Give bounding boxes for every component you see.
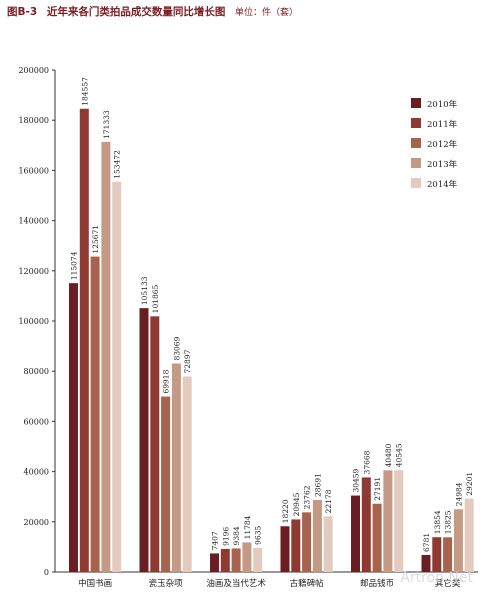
data-label: 171333 <box>102 110 111 139</box>
data-label: 69918 <box>162 369 171 393</box>
legend-swatch <box>411 118 421 128</box>
data-label: 27191 <box>373 477 382 501</box>
category-label: 瓷玉杂项 <box>149 578 184 589</box>
legend-label: 2011年 <box>427 119 458 130</box>
legend-swatch <box>411 138 421 148</box>
data-label: 24984 <box>454 482 463 506</box>
y-tick-label: 20000 <box>24 518 49 527</box>
chart-title: 图B-3 近年来各门类拍品成交数量同比增长图 单位：件（套） <box>7 4 298 19</box>
data-label: 22178 <box>324 489 333 513</box>
bar <box>231 548 241 572</box>
category-label: 油画及当代艺术 <box>206 578 266 589</box>
data-label: 184557 <box>80 77 89 106</box>
bar <box>79 108 89 572</box>
bar <box>101 141 111 572</box>
y-tick-label: 200000 <box>18 66 49 75</box>
data-label: 23762 <box>303 485 312 509</box>
unit-label: 单位：件（套） <box>234 8 298 18</box>
data-label: 29201 <box>465 472 474 496</box>
y-tick-label: 0 <box>44 568 49 577</box>
data-label: 18220 <box>281 499 290 523</box>
bar <box>161 396 171 572</box>
bar <box>171 363 181 572</box>
data-label: 13854 <box>433 510 442 534</box>
legend-swatch <box>411 178 421 188</box>
bar <box>361 477 371 572</box>
data-label: 20945 <box>292 492 301 516</box>
category-label: 其它类 <box>435 578 461 589</box>
bar <box>394 470 404 572</box>
bar <box>210 553 219 572</box>
data-label: 153472 <box>113 150 122 179</box>
data-label: 9196 <box>221 527 230 546</box>
bar <box>323 516 333 572</box>
data-label: 13825 <box>444 510 453 534</box>
data-label: 11784 <box>243 515 252 539</box>
chart-title-bar: 图B-3 近年来各门类拍品成交数量同比增长图 单位：件（套） <box>0 0 485 22</box>
bar <box>443 537 453 572</box>
bar <box>69 283 78 572</box>
data-label: 30459 <box>352 468 361 492</box>
legend-label: 2010年 <box>427 99 458 110</box>
bar <box>351 495 360 572</box>
data-label: 105133 <box>140 276 149 305</box>
data-label: 83069 <box>172 336 181 360</box>
y-tick-label: 140000 <box>18 217 49 226</box>
y-tick-label: 80000 <box>24 367 49 376</box>
bar <box>182 376 192 572</box>
data-label: 115074 <box>70 251 79 280</box>
data-label: 40545 <box>395 443 404 467</box>
data-label: 9384 <box>232 526 241 545</box>
bar <box>383 470 393 572</box>
title-main: 近年来各门类拍品成交数量同比增长图 <box>46 6 226 18</box>
category-label: 中国书画 <box>78 578 112 589</box>
bar <box>291 519 301 572</box>
category-label: 古籍碑帖 <box>290 578 325 589</box>
y-tick-label: 120000 <box>18 267 49 276</box>
y-tick-label: 180000 <box>18 116 49 125</box>
y-tick-label: 160000 <box>18 166 49 175</box>
bar <box>421 554 431 572</box>
bar <box>372 503 382 572</box>
y-tick-label: 100000 <box>18 317 49 326</box>
y-tick-label: 60000 <box>24 417 49 426</box>
data-label: 37668 <box>362 450 371 474</box>
bar <box>112 181 122 573</box>
data-label: 6781 <box>422 533 431 552</box>
data-label: 40480 <box>384 443 393 467</box>
bar <box>242 542 252 572</box>
legend-swatch <box>411 158 421 168</box>
bar <box>139 308 149 572</box>
legend-label: 2012年 <box>427 139 458 150</box>
bar <box>253 547 263 572</box>
data-label: 72897 <box>183 349 192 373</box>
legend-label: 2013年 <box>427 159 458 170</box>
data-label: 7407 <box>211 531 220 550</box>
data-label: 9635 <box>254 526 263 545</box>
data-label: 28691 <box>313 473 322 497</box>
watermark: Artron.Net <box>400 570 473 586</box>
bar <box>302 512 312 572</box>
bar <box>220 548 230 572</box>
bar <box>432 537 442 572</box>
bar <box>464 498 474 572</box>
data-label: 101865 <box>151 284 160 313</box>
y-tick-label: 40000 <box>24 468 49 477</box>
legend-label: 2014年 <box>427 179 458 190</box>
category-label: 邮品钱币 <box>360 578 394 589</box>
bar <box>280 526 290 572</box>
bar <box>312 499 322 572</box>
bar <box>453 509 463 572</box>
data-label: 125671 <box>91 225 100 254</box>
bar <box>90 256 100 572</box>
figure-label: 图B-3 <box>7 6 38 18</box>
legend-swatch <box>411 98 421 108</box>
bar <box>150 316 160 572</box>
